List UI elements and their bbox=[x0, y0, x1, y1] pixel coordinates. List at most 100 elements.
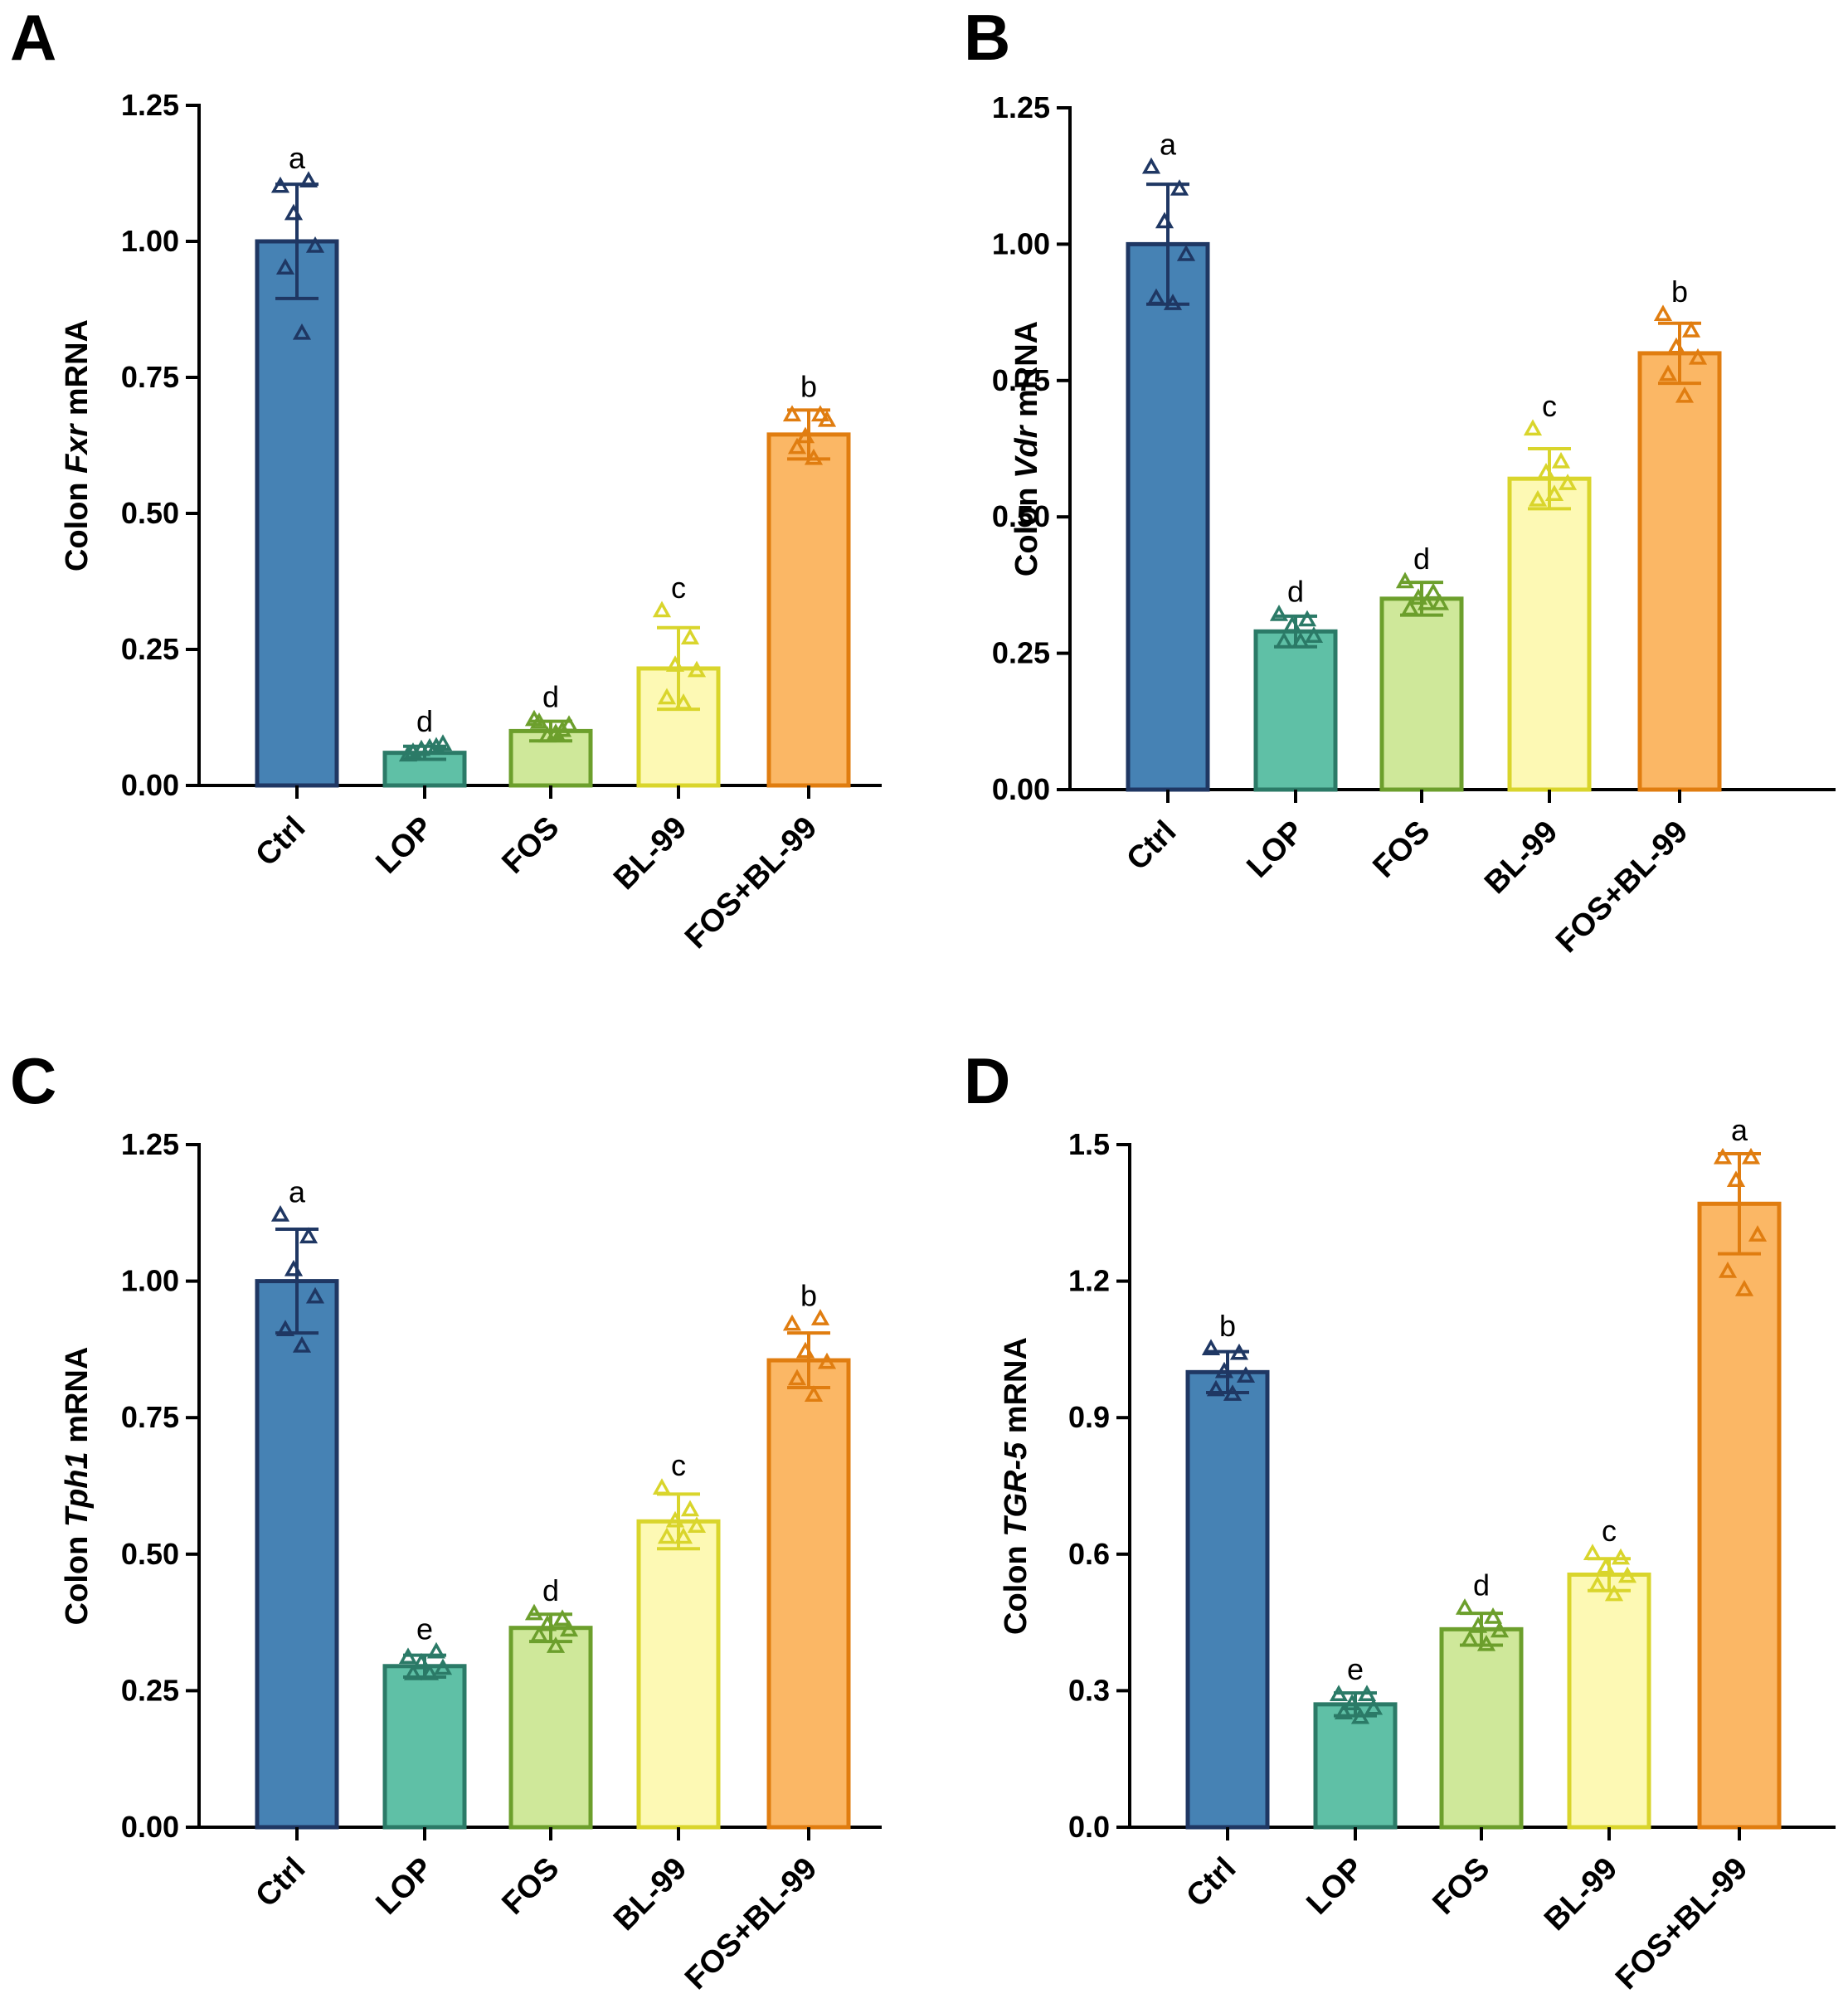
bar-fos-bl-99 bbox=[1697, 1201, 1782, 1830]
data-point bbox=[817, 410, 837, 427]
x-tick-label: LOP bbox=[1300, 1851, 1370, 1922]
data-point bbox=[1342, 1694, 1362, 1711]
bar-lop bbox=[382, 1664, 467, 1830]
y-tick-label: 1.2 bbox=[1068, 1264, 1110, 1298]
data-point bbox=[1206, 1379, 1226, 1397]
data-point bbox=[1611, 1548, 1631, 1565]
data-point bbox=[1334, 1703, 1354, 1719]
significance-label: e bbox=[1347, 1652, 1364, 1686]
x-tick-label: FOS bbox=[1366, 814, 1437, 885]
x-tick-label: Ctrl bbox=[249, 810, 312, 873]
data-point bbox=[1596, 1557, 1616, 1574]
significance-label: d bbox=[1287, 575, 1304, 609]
data-point bbox=[1455, 1598, 1475, 1615]
data-point bbox=[1423, 582, 1443, 600]
data-point bbox=[1282, 615, 1302, 632]
data-point bbox=[1653, 304, 1673, 322]
significance-label: c bbox=[671, 571, 686, 605]
data-point bbox=[810, 1309, 830, 1325]
y-axis-label: Colon TGR-5 mRNA bbox=[999, 1337, 1033, 1635]
data-point bbox=[1350, 1707, 1370, 1724]
data-point bbox=[1163, 294, 1183, 310]
data-point bbox=[1483, 1607, 1503, 1624]
x-tick-label: BL-99 bbox=[1478, 814, 1564, 901]
data-point bbox=[1713, 1147, 1733, 1165]
x-tick-label: Ctrl bbox=[249, 1851, 312, 1914]
y-tick-label: 0.75 bbox=[992, 363, 1050, 397]
y-tick-label: 0.0 bbox=[1068, 1810, 1110, 1844]
data-point bbox=[546, 723, 566, 740]
data-point bbox=[1357, 1685, 1377, 1702]
y-tick-label: 1.00 bbox=[121, 1264, 179, 1298]
bar-fos-bl-99 bbox=[766, 432, 851, 788]
x-tick-label: FOS bbox=[495, 1851, 566, 1922]
significance-label: a bbox=[1731, 1113, 1748, 1147]
data-point bbox=[1528, 489, 1548, 507]
data-point bbox=[305, 236, 325, 253]
data-point bbox=[398, 745, 418, 762]
data-point bbox=[1430, 593, 1450, 610]
data-point bbox=[687, 1516, 707, 1534]
data-point bbox=[1364, 1698, 1384, 1715]
y-tick-label: 0.75 bbox=[121, 1400, 179, 1434]
y-tick-label: 0.9 bbox=[1068, 1400, 1110, 1434]
data-point bbox=[1544, 484, 1564, 502]
y-tick-label: 0.00 bbox=[121, 1810, 179, 1844]
data-point bbox=[426, 1641, 446, 1659]
data-point bbox=[680, 1500, 700, 1517]
data-point bbox=[292, 323, 312, 340]
significance-label: d bbox=[1413, 542, 1430, 576]
data-point bbox=[1329, 1685, 1349, 1702]
data-point bbox=[1675, 386, 1695, 403]
bar-ctrl bbox=[255, 1279, 339, 1830]
data-point bbox=[657, 688, 677, 705]
y-axis-label: Colon Fxr mRNA bbox=[60, 319, 95, 571]
data-point bbox=[1468, 1617, 1488, 1633]
x-tick-label: FOS+BL-99 bbox=[678, 1851, 824, 1996]
y-axis-label-suffix: mRNA bbox=[60, 319, 95, 425]
significance-label: b bbox=[1671, 275, 1688, 309]
data-point bbox=[1291, 631, 1311, 649]
x-tick-label: LOP bbox=[369, 1851, 440, 1922]
data-point bbox=[1681, 321, 1701, 338]
data-point bbox=[652, 600, 672, 618]
y-tick-label: 1.25 bbox=[121, 88, 179, 122]
data-point bbox=[433, 734, 453, 751]
data-point bbox=[275, 1320, 295, 1337]
data-point bbox=[652, 1478, 672, 1495]
significance-label: d bbox=[542, 1573, 559, 1607]
y-axis-label-prefix: Colon bbox=[60, 1527, 95, 1625]
data-point bbox=[680, 628, 700, 645]
data-point bbox=[1741, 1147, 1761, 1165]
data-point bbox=[537, 1614, 557, 1631]
panel-c: C Colon Tph1 mRNA 0.00 0.25 0.50 0.75 1.00 1.25… bbox=[10, 1044, 882, 1996]
data-point bbox=[795, 426, 815, 444]
data-point bbox=[674, 1527, 693, 1544]
data-point bbox=[665, 1510, 685, 1528]
data-point bbox=[665, 655, 685, 672]
data-point bbox=[1229, 1343, 1249, 1360]
significance-label: b bbox=[800, 1279, 817, 1313]
bar-ctrl bbox=[1185, 1369, 1270, 1830]
data-point bbox=[559, 1620, 579, 1637]
significance-label: c bbox=[1542, 389, 1557, 423]
data-point bbox=[1666, 337, 1686, 354]
panel-letter: D bbox=[964, 1044, 1010, 1117]
y-tick-label: 0.6 bbox=[1068, 1537, 1110, 1571]
significance-label: d bbox=[542, 679, 559, 713]
data-point bbox=[1688, 348, 1708, 365]
bar-bl-99 bbox=[1567, 1572, 1651, 1830]
panel-letter: A bbox=[10, 1, 56, 74]
data-point bbox=[284, 203, 304, 221]
data-point bbox=[1658, 364, 1678, 382]
data-point bbox=[1269, 604, 1289, 621]
data-point bbox=[1146, 288, 1166, 305]
data-point bbox=[1726, 1170, 1746, 1188]
data-point bbox=[420, 1664, 440, 1680]
bar-bl-99 bbox=[1507, 476, 1592, 792]
panel-a: A Colon Fxr mRNA 0.00 0.25 0.50 0.75 1.00 1.25 a… bbox=[10, 1, 882, 955]
data-point bbox=[270, 176, 290, 193]
data-point bbox=[398, 1647, 418, 1665]
data-point bbox=[810, 405, 830, 422]
significance-label: b bbox=[1219, 1309, 1236, 1343]
